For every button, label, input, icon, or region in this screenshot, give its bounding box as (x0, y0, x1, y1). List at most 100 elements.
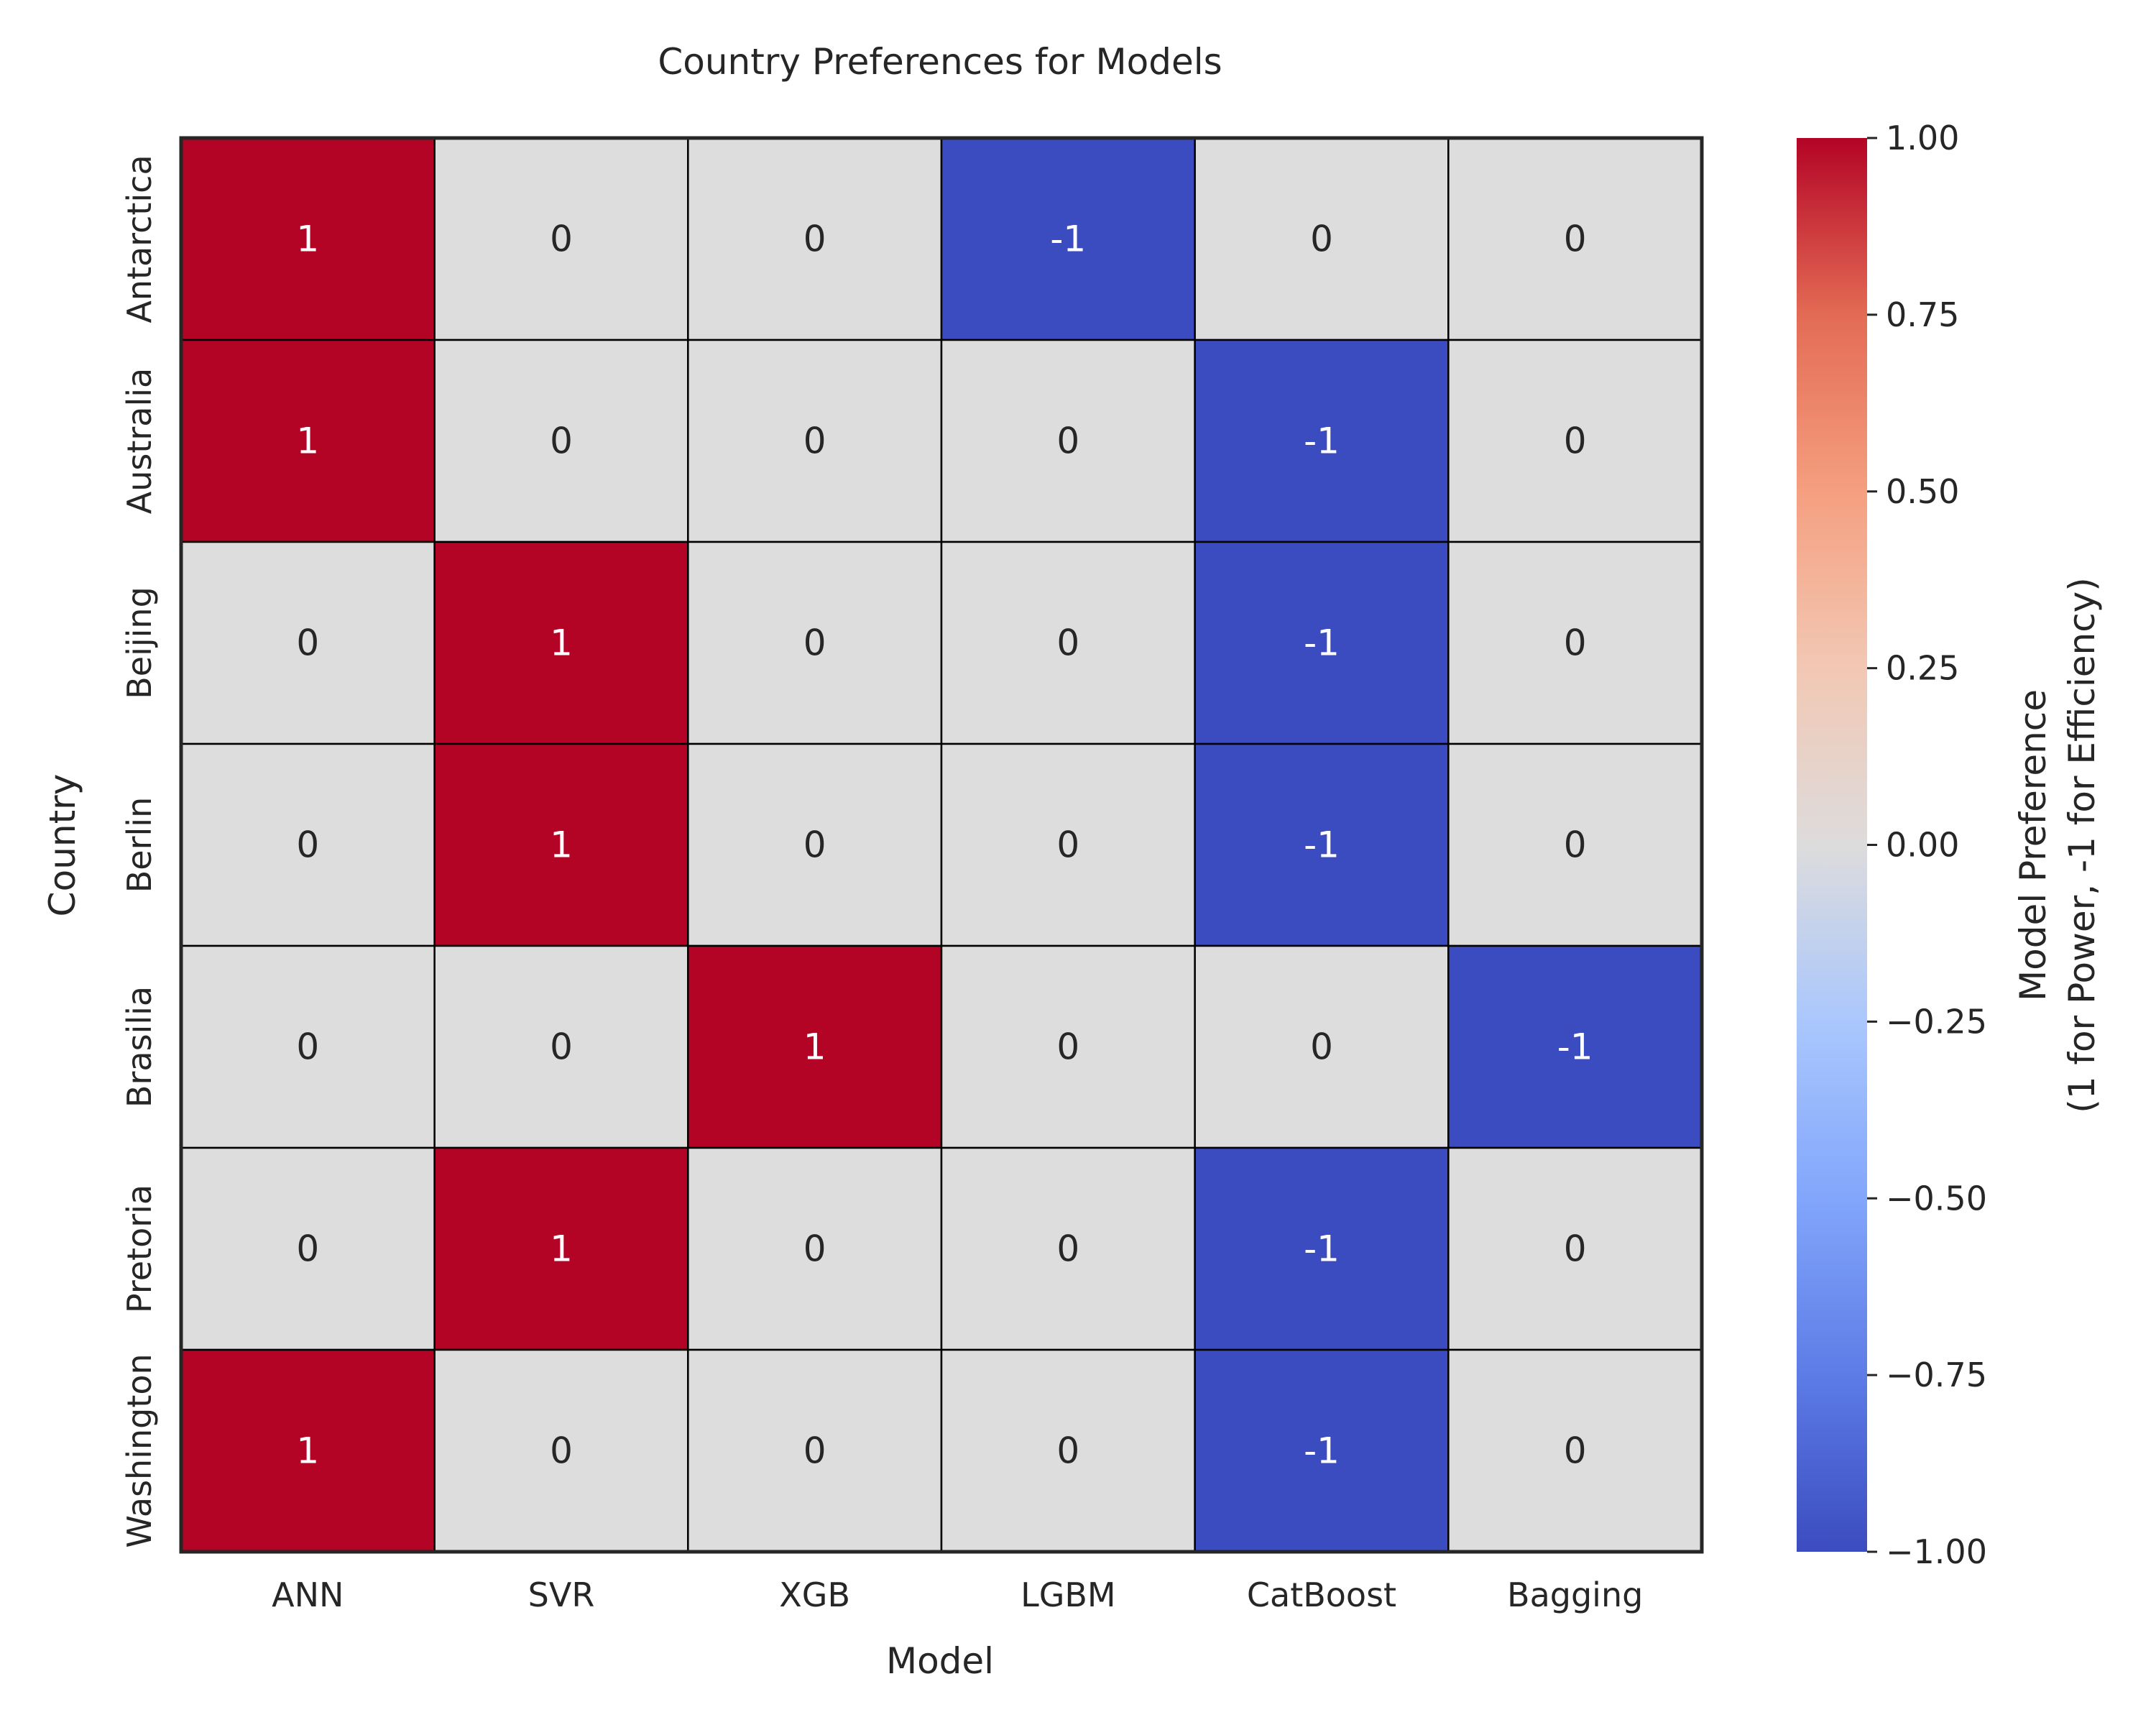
cell-value-label: -1 (1050, 218, 1086, 260)
heatmap-cell (180, 137, 436, 341)
cell-value-label: -1 (1557, 1026, 1593, 1068)
colorbar-label-line-2: (1 for Power, -1 for Efficiency) (2061, 577, 2103, 1113)
heatmap-cell (180, 1348, 436, 1553)
cell-value-label: 0 (296, 1228, 319, 1270)
cell-value-label: 0 (1056, 1430, 1079, 1472)
cell-value-label: 0 (296, 622, 319, 664)
x-tick-label: LGBM (1021, 1576, 1116, 1614)
y-axis-label: Country (42, 774, 83, 917)
heatmap-cell (940, 742, 1196, 947)
colorbar (1797, 138, 1867, 1552)
cell-value-label: 0 (1564, 1430, 1587, 1472)
cell-value-label: 0 (1056, 1228, 1079, 1270)
y-tick-label: Beijing (120, 586, 159, 699)
cell-value-label: 0 (803, 1430, 826, 1472)
colorbar-tick-label: 0.25 (1886, 649, 1959, 688)
heatmap-cell (687, 540, 943, 745)
cell-value-label: 0 (1056, 824, 1079, 866)
cell-value-label: 1 (550, 824, 573, 866)
x-axis-label: Model (886, 1640, 994, 1682)
heatmap-cell (433, 137, 689, 341)
cell-value-label: 0 (550, 1026, 573, 1068)
colorbar-tick-label: 0.00 (1886, 826, 1959, 865)
heatmap-cell (1194, 1146, 1450, 1351)
cell-value-label: 0 (1056, 622, 1079, 664)
heatmap-cells (180, 137, 1703, 1553)
cell-value-label: -1 (1304, 420, 1340, 462)
cell-value-label: 0 (1056, 1026, 1079, 1068)
heatmap-cell (940, 944, 1196, 1149)
colorbar-tick-label: −1.00 (1886, 1532, 1987, 1571)
heatmap-cell (940, 1348, 1196, 1553)
colorbar-tick-label: 1.00 (1886, 119, 1959, 157)
cell-value-label: 0 (803, 420, 826, 462)
cell-value-label: 0 (1564, 622, 1587, 664)
heatmap-cell (1447, 540, 1703, 745)
heatmap-cell (1194, 137, 1450, 341)
heatmap-cell (180, 540, 436, 745)
heatmap-cell (1447, 137, 1703, 341)
heatmap-cell (1194, 944, 1450, 1149)
heatmap-cell (1194, 742, 1450, 947)
y-tick-label: Antarctica (120, 155, 159, 323)
y-tick-label: Pretoria (120, 1184, 159, 1313)
cell-value-label: 1 (803, 1026, 826, 1068)
heatmap-cell (433, 339, 689, 543)
colorbar-tick-label: −0.50 (1886, 1179, 1987, 1218)
y-tick-label: Berlin (120, 797, 159, 893)
y-tick-label: Washington (120, 1353, 159, 1547)
heatmap-cell (687, 944, 943, 1149)
cell-value-label: -1 (1304, 1228, 1340, 1270)
colorbar-tick-label: 0.75 (1886, 295, 1959, 334)
cell-value-label: 0 (803, 218, 826, 260)
y-tick-label: Australia (120, 368, 159, 514)
heatmap-cell (1447, 1348, 1703, 1553)
cell-value-label: 0 (1310, 1026, 1333, 1068)
cell-value-label: 0 (1564, 420, 1587, 462)
cell-value-label: 0 (1564, 824, 1587, 866)
y-tick-label: Brasilia (120, 986, 159, 1108)
heatmap-cell (433, 540, 689, 745)
cell-value-label: 0 (550, 218, 573, 260)
colorbar-label-line-1: Model Preference (2012, 689, 2054, 1001)
cell-value-label: 1 (296, 218, 319, 260)
y-tick-labels: Antarctica Australia Beijing Berlin Brasilia… (120, 155, 159, 1547)
heatmap-cell (180, 742, 436, 947)
heatmap-cell (687, 742, 943, 947)
colorbar-tick-label: −0.25 (1886, 1002, 1987, 1041)
heatmap-cell-labels: 1 0 0 -1 0 0 1 0 0 0 -1 0 0 1 0 0 -1 0 0 1 0 0 -1 0 0 0 1 0 0 -1 0 1 0 0 -… (296, 218, 1593, 1472)
cell-value-label: 0 (803, 1228, 826, 1270)
cell-value-label: 0 (803, 622, 826, 664)
cell-value-label: 0 (296, 824, 319, 866)
x-tick-label: SVR (528, 1576, 595, 1614)
heatmap-cell (180, 944, 436, 1149)
cell-value-label: 0 (550, 420, 573, 462)
cell-value-label: -1 (1304, 824, 1340, 866)
cell-value-label: -1 (1304, 1430, 1340, 1472)
heatmap-cell (1194, 540, 1450, 745)
heatmap-cell (180, 1146, 436, 1351)
cell-value-label: 0 (1564, 1228, 1587, 1270)
plot-frame (179, 136, 1704, 1554)
cell-value-label: -1 (1304, 622, 1340, 664)
cell-value-label: 0 (296, 1026, 319, 1068)
heatmap-cell (940, 339, 1196, 543)
cell-value-label: 0 (1310, 218, 1333, 260)
x-tick-labels: ANN SVR XGB LGBM CatBoost Bagging (272, 1576, 1643, 1614)
cell-value-label: 1 (296, 1430, 319, 1472)
cell-value-label: 0 (550, 1430, 573, 1472)
cell-value-label: 1 (550, 622, 573, 664)
heatmap-cell (433, 742, 689, 947)
heatmap-cell (940, 540, 1196, 745)
heatmap-cell (433, 1348, 689, 1553)
heatmap-cell (940, 137, 1196, 341)
cell-value-label: 1 (296, 420, 319, 462)
cell-value-label: 0 (803, 824, 826, 866)
x-tick-label: ANN (272, 1576, 344, 1614)
colorbar-tick-label: 0.50 (1886, 472, 1959, 511)
chart-title: Country Preferences for Models (658, 41, 1222, 83)
heatmap-cell (1447, 1146, 1703, 1351)
cell-value-label: 0 (1564, 218, 1587, 260)
cell-value-label: 1 (550, 1228, 573, 1270)
